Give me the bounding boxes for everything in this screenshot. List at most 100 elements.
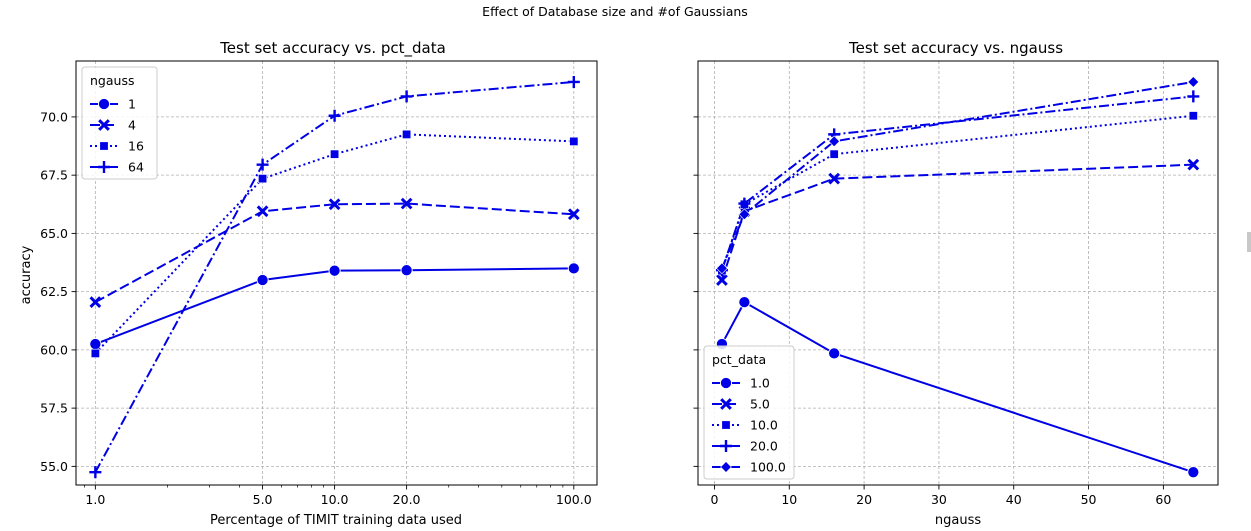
y-tick-label: 60.0 (40, 342, 68, 357)
legend: pct_data 1.0 5.0 10.0 20.0 100.0 (703, 345, 795, 480)
x-tick-label: 50 (1081, 492, 1097, 507)
y-tick-label: 65.0 (40, 226, 68, 241)
data-point (89, 296, 102, 308)
data-point (1187, 466, 1200, 479)
legend-marker (99, 141, 109, 151)
x-tick-label: 1.0 (85, 492, 105, 507)
data-point (1187, 76, 1200, 88)
plot-area: 0 10 20 30 40 50 60 pct_data 1.0 5.0 10.0 20.0 100.0 (693, 60, 1219, 507)
series-16 (90, 129, 579, 358)
legend-entry: 10.0 (750, 418, 778, 433)
scrollbar-handle[interactable] (1247, 232, 1251, 252)
legend-marker (98, 161, 110, 173)
data-point (828, 172, 841, 185)
series-line (94, 133, 574, 355)
series-line (94, 202, 574, 303)
legend-marker (720, 461, 732, 473)
data-point (716, 262, 728, 275)
legend-box (81, 66, 158, 180)
legend-marker (97, 97, 111, 111)
plot-area: 1.0 5.0 10.0 20.0 100.0 55.0 57.5 60.0 62.5 65.0 6… (40, 60, 598, 507)
legend-marker (720, 398, 732, 410)
data-point (400, 197, 413, 210)
legend-entry: 100.0 (750, 460, 786, 475)
legend: ngauss 1 4 16 64 (81, 66, 158, 180)
data-point (567, 262, 580, 275)
legend-entry: 5.0 (750, 397, 770, 412)
data-point (1187, 158, 1200, 171)
panel-title: Test set accuracy vs. pct_data (219, 39, 446, 58)
x-tick-label: 40 (1006, 492, 1022, 507)
x-tick-label: 30 (931, 492, 947, 507)
x-tick-label: 10.0 (321, 492, 349, 507)
x-tick-label: 60 (1155, 492, 1171, 507)
legend-title: ngauss (90, 73, 134, 88)
axes-frame (75, 60, 598, 486)
series-line (720, 114, 1194, 271)
data-point (328, 109, 341, 122)
legend-entry: 64 (128, 160, 144, 175)
legend-title: pct_data (712, 352, 766, 367)
series-line (720, 163, 1194, 281)
y-tick-label: 55.0 (40, 459, 68, 474)
y-tick-label: 70.0 (40, 109, 68, 124)
series-20.0 (715, 90, 1200, 277)
legend-entry: 4 (128, 118, 136, 133)
data-point (258, 174, 268, 184)
legend-marker (98, 119, 110, 131)
x-tick-label: 5.0 (253, 492, 273, 507)
series-line (721, 80, 1194, 269)
y-tick-label: 67.5 (40, 168, 68, 183)
data-point (829, 149, 839, 159)
x-tick-label: 0 (710, 492, 718, 507)
x-tick-label: 100.0 (556, 492, 592, 507)
data-point (89, 466, 102, 479)
series-100.0 (716, 76, 1200, 275)
data-point (1187, 90, 1200, 103)
data-point (400, 264, 413, 277)
y-tick-label: 57.5 (40, 401, 68, 416)
x-axis-label: ngauss (935, 513, 981, 528)
data-point (402, 129, 412, 139)
data-point (256, 205, 269, 218)
series-line (721, 300, 1194, 474)
x-tick-label: 10 (781, 492, 797, 507)
data-point (828, 135, 840, 148)
y-tick-label: 62.5 (40, 284, 68, 299)
y-axis-label: accuracy (19, 245, 34, 304)
legend-marker (720, 440, 732, 452)
data-point (738, 296, 751, 309)
series-line (720, 95, 1194, 271)
data-point (1188, 111, 1198, 121)
series-64 (89, 75, 580, 479)
figure-suptitle: Effect of Database size and #of Gaussian… (482, 4, 748, 19)
chart-panel-ngauss: Test set accuracy vs. ngauss ngauss 0 10 2… (693, 39, 1219, 528)
x-axis-label: Percentage of TIMIT training data used (210, 513, 462, 528)
data-point (90, 348, 100, 358)
axes-frame (697, 60, 1219, 486)
series-4 (89, 197, 580, 308)
legend-entry: 1.0 (750, 376, 770, 391)
data-point (567, 75, 580, 88)
data-point (569, 136, 579, 146)
data-point (738, 208, 751, 221)
x-tick-label: 20.0 (393, 492, 421, 507)
series-10.0 (717, 111, 1198, 276)
data-point (828, 347, 841, 360)
chart-panel-pct-data: Test set accuracy vs. pct_data Percentag… (19, 39, 598, 528)
data-point (330, 149, 340, 159)
legend-entry: 20.0 (750, 439, 778, 454)
panel-title: Test set accuracy vs. ngauss (848, 39, 1063, 57)
data-point (328, 264, 341, 277)
data-point (567, 208, 580, 221)
legend-marker (719, 376, 733, 390)
data-point (716, 274, 728, 286)
legend-marker (721, 420, 731, 430)
data-point (400, 90, 413, 103)
legend-entry: 1 (128, 97, 136, 112)
data-point (738, 197, 751, 210)
data-point (256, 273, 269, 287)
data-point (328, 198, 341, 211)
data-point (256, 158, 269, 171)
